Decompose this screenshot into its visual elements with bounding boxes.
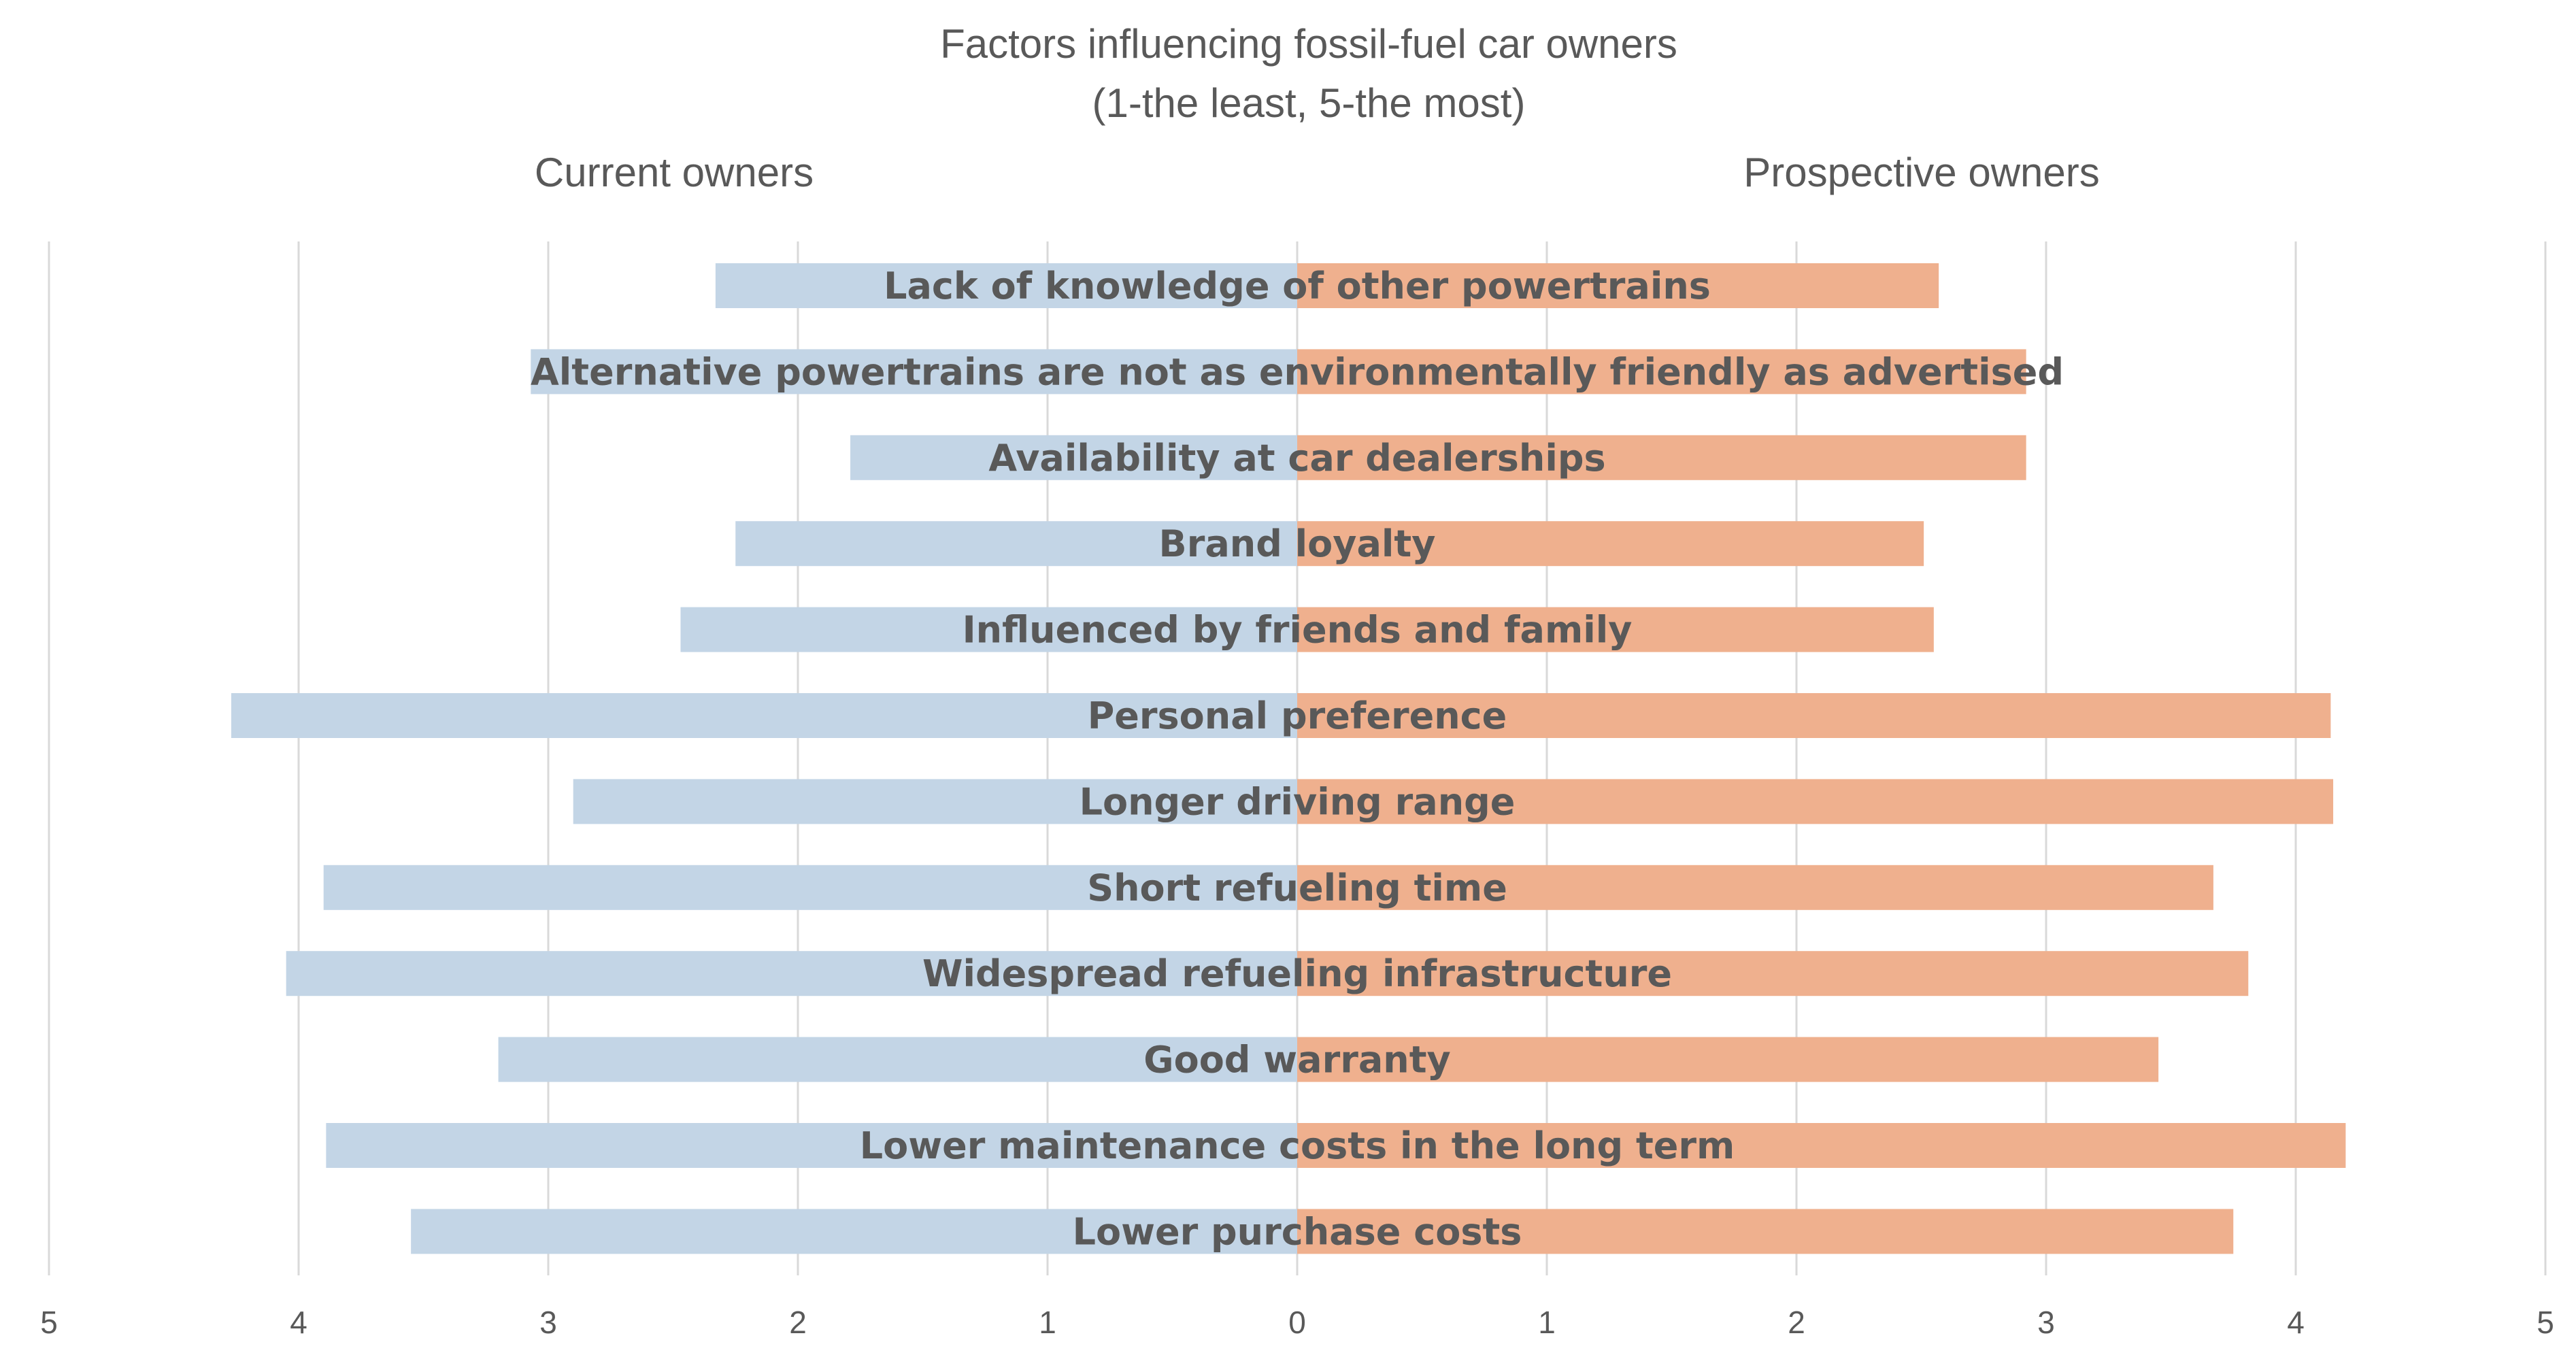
- bar-prospective-owners: [1297, 951, 2249, 996]
- bar-prospective-owners: [1297, 865, 2213, 910]
- bar-prospective-owners: [1297, 607, 1934, 652]
- category-label: Brand loyalty: [1159, 522, 1436, 565]
- bar-current-owners: [411, 1209, 1297, 1254]
- bar-current-owners: [498, 1037, 1297, 1082]
- bar-prospective-owners: [1297, 1037, 2159, 1082]
- category-label: Alternative powertrains are not as envir…: [531, 350, 2064, 393]
- bar-current-owners: [531, 349, 1297, 395]
- bar-prospective-owners: [1297, 693, 2331, 738]
- bar-prospective-owners: [1297, 779, 2334, 824]
- bar-prospective-owners: [1297, 521, 1924, 567]
- legend-current-owners: Current owners: [535, 150, 814, 195]
- category-label: Influenced by friends and family: [963, 609, 1633, 652]
- chart-subtitle: (1-the least, 5-the most): [1092, 80, 1526, 126]
- x-tick-label-left: 1: [1039, 1305, 1056, 1340]
- bar-current-owners: [680, 607, 1297, 652]
- category-label: Lack of knowledge of other powertrains: [884, 265, 1711, 307]
- category-label: Longer driving range: [1080, 780, 1516, 823]
- category-label: Good warranty: [1143, 1039, 1450, 1082]
- bars: [231, 263, 2346, 1254]
- x-tick-label-right: 4: [2287, 1305, 2305, 1340]
- x-tick-label-right: 3: [2037, 1305, 2055, 1340]
- bar-prospective-owners: [1297, 349, 2026, 395]
- x-tick-label-left: 4: [290, 1305, 307, 1340]
- bar-current-owners: [735, 521, 1297, 567]
- legend-prospective-owners: Prospective owners: [1743, 150, 2100, 195]
- bar-current-owners: [326, 1123, 1297, 1168]
- x-tick-label-right: 2: [1788, 1305, 1805, 1340]
- x-axis-ticks: 5 4 3 2 1 0 1 2 3 4 5: [40, 1305, 2554, 1340]
- x-tick-label-left: 3: [539, 1305, 557, 1340]
- category-label: Short refueling time: [1087, 867, 1507, 909]
- category-label: Lower purchase costs: [1073, 1210, 1522, 1253]
- bar-current-owners: [231, 693, 1297, 738]
- bar-current-owners: [286, 951, 1297, 996]
- category-label: Lower maintenance costs in the long term: [860, 1124, 1735, 1167]
- bar-prospective-owners: [1297, 1123, 2346, 1168]
- bar-prospective-owners: [1297, 435, 2026, 480]
- gridlines: [48, 241, 2547, 1275]
- bar-current-owners: [850, 435, 1297, 480]
- x-tick-label-right: 5: [2537, 1305, 2554, 1340]
- chart-title: Factors influencing fossil-fuel car owne…: [940, 21, 1677, 67]
- category-label: Personal preference: [1088, 694, 1507, 737]
- category-label: Availability at car dealerships: [988, 437, 1605, 480]
- category-label: Widespread refueling infrastructure: [922, 952, 1672, 995]
- category-labels: Lack of knowledge of other powertrains Al…: [531, 265, 2064, 1253]
- bar-current-owners: [323, 865, 1298, 910]
- bar-prospective-owners: [1297, 263, 1939, 308]
- bar-prospective-owners: [1297, 1209, 2234, 1254]
- x-tick-label-left: 5: [40, 1305, 58, 1340]
- x-tick-label-left: 2: [789, 1305, 807, 1340]
- x-tick-label-left: 0: [1288, 1305, 1306, 1340]
- bar-current-owners: [715, 263, 1297, 308]
- bar-current-owners: [573, 779, 1298, 824]
- x-tick-label-right: 1: [1538, 1305, 1556, 1340]
